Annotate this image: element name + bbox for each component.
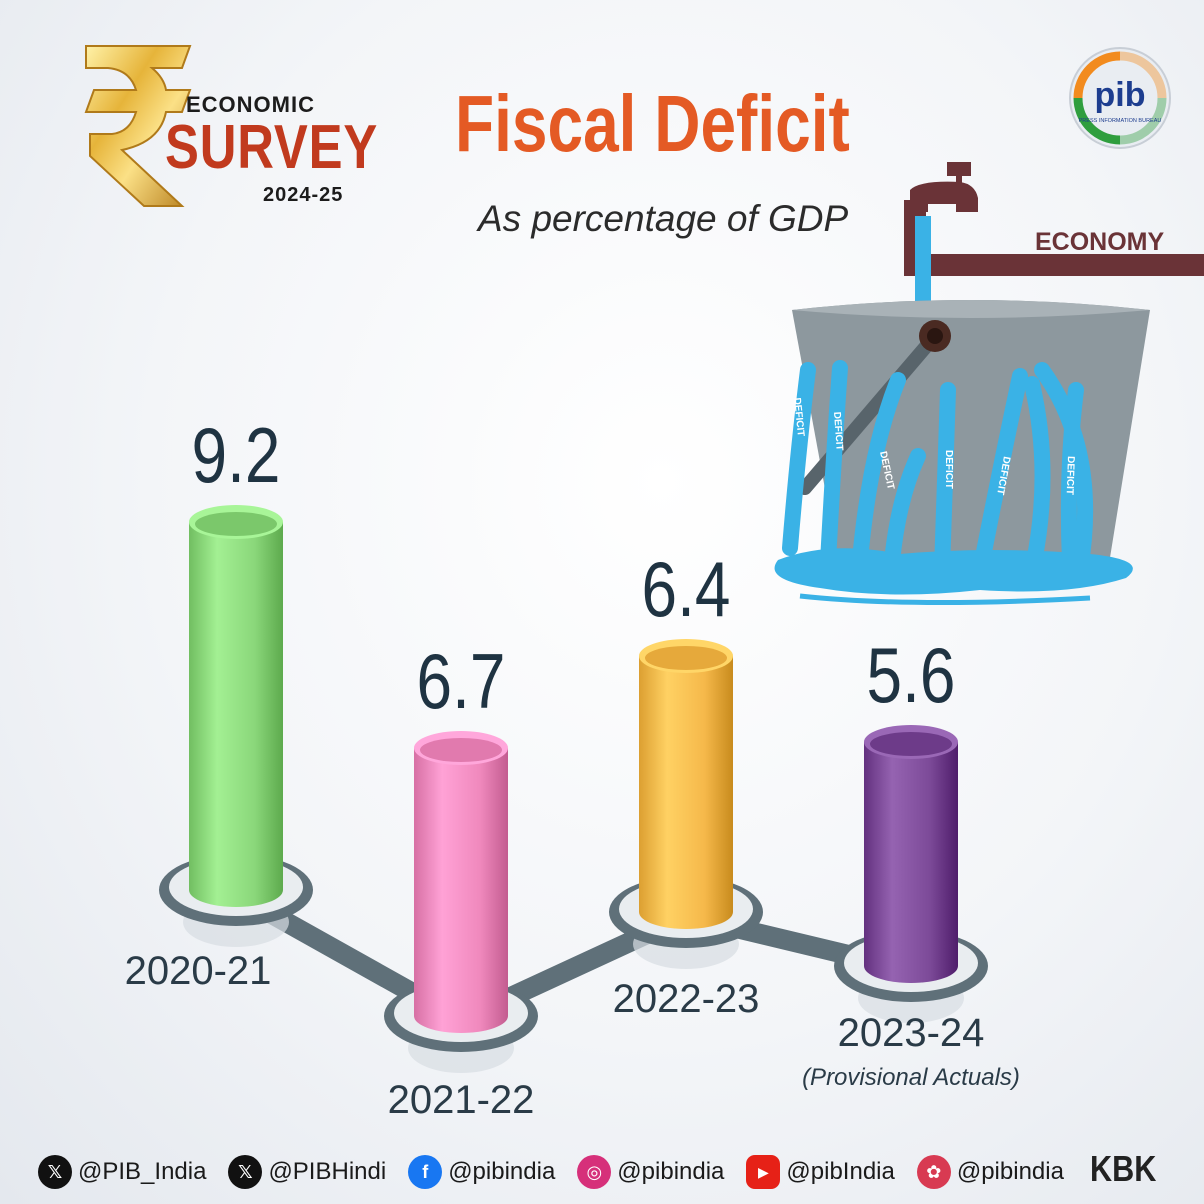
leaking-bucket-illustration: ECONOMY DEFICIT DEFICIT DEFICIT DEFICIT … [774, 162, 1204, 606]
instagram-icon: ◎ [577, 1155, 612, 1189]
year-label: 2021-22 [388, 1078, 535, 1122]
facebook-icon: f [408, 1155, 443, 1189]
value-label: 6.7 [417, 638, 506, 725]
value-label: 9.2 [192, 412, 281, 499]
year-label: 2022-23 [613, 977, 760, 1021]
social-link-3[interactable]: ◎ @pibindia [577, 1155, 724, 1189]
value-label: 5.6 [867, 632, 956, 719]
page-subtitle: As percentage of GDP [478, 198, 849, 239]
badge-line2: SURVEY [165, 113, 379, 182]
value-label: 6.4 [642, 546, 731, 633]
bar-2021-22 [384, 731, 538, 1073]
note-label: (Provisional Actuals) [802, 1064, 1020, 1091]
water-puddle [774, 548, 1133, 595]
social-handle: @PIBHindi [268, 1158, 387, 1185]
social-footer: 𝕏 @PIB_India 𝕏 @PIBHindi f @pibindia ◎ @pibindi… [38, 1150, 1168, 1194]
social-link-5[interactable]: ✿ @pibindia [916, 1155, 1064, 1189]
bar-cylinder [639, 656, 733, 929]
bars [159, 505, 988, 1073]
pib-logo-caption: PRESS INFORMATION BUREAU [1079, 118, 1162, 124]
bar-2020-21 [159, 505, 313, 947]
economic-survey-logo: ECONOMIC SURVEY 2024-25 [78, 38, 378, 213]
social-handle: @pibIndia [786, 1158, 895, 1185]
bar-cylinder [864, 742, 958, 983]
social-link-4[interactable]: ▶ @pibIndia [746, 1155, 895, 1189]
svg-text:DEFICIT: DEFICIT [791, 397, 806, 437]
year-label: 2020-21 [125, 949, 272, 993]
deficit-leaks [782, 360, 1094, 578]
water-stream [915, 216, 931, 314]
labels: 9.2 2020-21 6.7 2021-22 6.4 2022-23 5.6 2023-24… [125, 412, 1020, 1122]
connector-line [231, 885, 914, 1030]
connector-path [231, 885, 914, 1030]
rupee-icon [84, 45, 192, 207]
credit-text: KBK [1090, 1148, 1157, 1189]
pib-logo-text: pib [1095, 76, 1146, 114]
svg-text:DEFICIT: DEFICIT [831, 411, 845, 451]
social-link-0[interactable]: 𝕏 @PIB_India [38, 1155, 206, 1189]
page-title: Fiscal Deficit [455, 79, 850, 168]
kooapp-icon: ✿ [916, 1155, 951, 1189]
badge-line1: ECONOMIC [186, 92, 315, 117]
social-handle: @pibindia [448, 1158, 556, 1185]
bar-cylinder [189, 522, 283, 907]
bar-cylinder [414, 748, 508, 1033]
social-handle: @pibindia [617, 1158, 725, 1185]
svg-text:DEFICIT: DEFICIT [1064, 456, 1076, 495]
economy-label: ECONOMY [1035, 228, 1165, 256]
social-handle: @PIB_India [78, 1158, 207, 1185]
x-icon: 𝕏 [38, 1155, 72, 1189]
svg-text:DEFICIT: DEFICIT [943, 450, 954, 489]
bar-2023-24 [834, 725, 988, 1023]
youtube-icon: ▶ [746, 1155, 781, 1189]
x-icon: 𝕏 [228, 1155, 263, 1189]
badge-year: 2024-25 [263, 184, 344, 206]
pib-logo: pib PRESS INFORMATION BUREAU [1069, 47, 1171, 149]
social-link-2[interactable]: f @pibindia [408, 1155, 555, 1189]
social-link-1[interactable]: 𝕏 @PIBHindi [228, 1155, 386, 1189]
year-label: 2023-24 [838, 1011, 985, 1055]
social-handle: @pibindia [956, 1158, 1064, 1185]
bar-2022-23 [609, 639, 763, 969]
bucket [792, 300, 1150, 578]
